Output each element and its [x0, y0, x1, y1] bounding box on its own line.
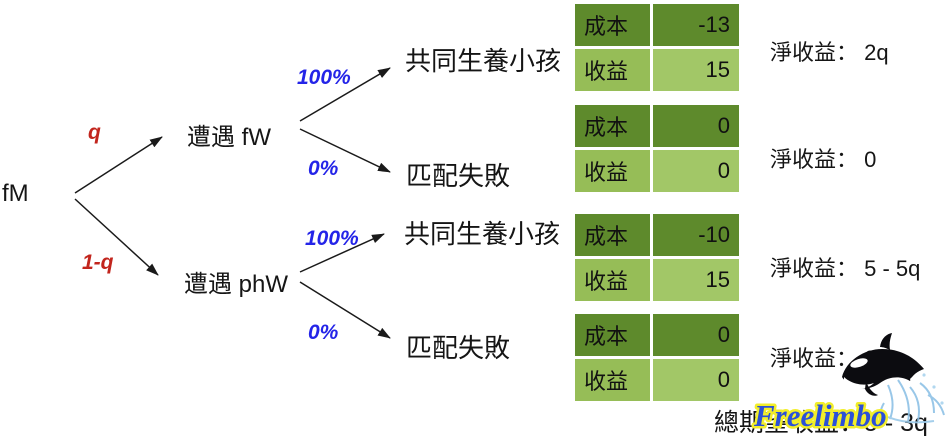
cost-label-cell: 成本: [575, 4, 650, 46]
benefit-value-cell: 0: [653, 150, 739, 192]
upper-prob-0-label: 0%: [308, 157, 339, 180]
probability-q-label: q: [88, 121, 101, 144]
probability-1-q-label: 1-q: [82, 251, 114, 274]
node-meet-fw: 遭遇 fW: [187, 124, 271, 151]
benefit-label-cell: 收益: [575, 150, 650, 192]
root-node-label: fM: [2, 180, 29, 207]
net-benefit-1: 淨收益： 2q: [770, 40, 889, 65]
cost-label-cell: 成本: [575, 214, 650, 256]
cost-label-cell: 成本: [575, 314, 650, 356]
benefit-label-cell: 收益: [575, 359, 650, 401]
payoff-table-2: 成本 0 收益 0: [573, 103, 741, 194]
benefit-value-cell: 15: [653, 259, 739, 301]
benefit-label-cell: 收益: [575, 259, 650, 301]
net-benefit-3: 淨收益： 5 - 5q: [770, 256, 921, 281]
payoff-table-3: 成本 -10 收益 15: [573, 212, 741, 303]
upper-prob-100-label: 100%: [297, 66, 351, 89]
benefit-label-cell: 收益: [575, 49, 650, 91]
payoff-table-1: 成本 -13 收益 15: [573, 2, 741, 93]
node-meet-phw: 遭遇 phW: [184, 271, 289, 298]
lower-outcome-match-fail: 匹配失敗: [406, 333, 511, 363]
cost-value-cell: 0: [653, 314, 739, 356]
cost-label-cell: 成本: [575, 105, 650, 147]
net-benefit-4: 淨收益： 0: [770, 346, 877, 371]
lower-prob-100-label: 100%: [305, 227, 359, 250]
lower-prob-0-label: 0%: [308, 321, 339, 344]
cost-value-cell: -13: [653, 4, 739, 46]
branch-root-to-fw: [74, 136, 163, 194]
upper-outcome-raise-children: 共同生養小孩: [405, 46, 562, 76]
cost-value-cell: -10: [653, 214, 739, 256]
benefit-value-cell: 15: [653, 49, 739, 91]
cost-value-cell: 0: [653, 105, 739, 147]
payoff-table-4: 成本 0 收益 0: [573, 312, 741, 403]
lower-outcome-raise-children: 共同生養小孩: [404, 219, 561, 249]
upper-outcome-match-fail: 匹配失敗: [406, 161, 511, 191]
benefit-value-cell: 0: [653, 359, 739, 401]
net-benefit-2: 淨收益： 0: [770, 147, 877, 172]
total-expected-benefit: 總期望收益：5 - 3q: [714, 409, 928, 436]
